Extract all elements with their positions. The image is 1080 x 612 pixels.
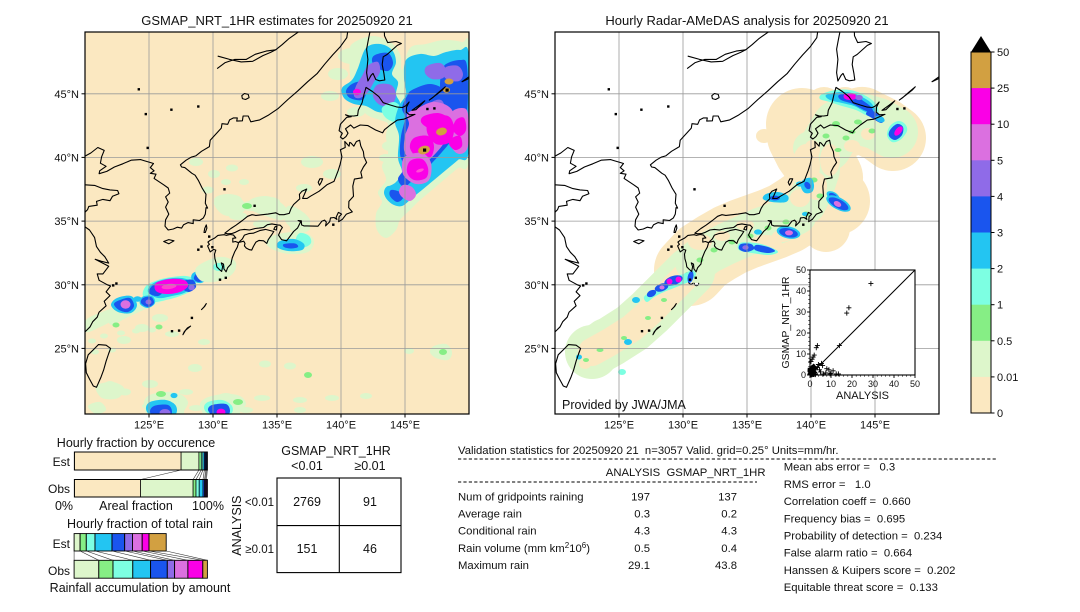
svg-text:91: 91 xyxy=(363,495,377,509)
svg-text:Hourly Radar-AMeDAS analysis f: Hourly Radar-AMeDAS analysis for 2025092… xyxy=(605,13,888,28)
svg-text:Obs: Obs xyxy=(48,564,70,578)
svg-text:Rainfall accumulation by amoun: Rainfall accumulation by amount xyxy=(50,581,231,595)
svg-text:2769: 2769 xyxy=(293,495,321,509)
svg-text:Conditional rain: Conditional rain xyxy=(458,526,537,538)
svg-text:10: 10 xyxy=(997,119,1009,131)
svg-text:40: 40 xyxy=(796,286,806,296)
svg-text:30°N: 30°N xyxy=(54,280,79,292)
svg-text:5: 5 xyxy=(997,155,1003,167)
svg-text:<0.01: <0.01 xyxy=(291,459,323,473)
svg-text:≥0.01: ≥0.01 xyxy=(245,544,274,556)
svg-text:0: 0 xyxy=(997,408,1003,420)
svg-text:Mean abs error = 0.3: Mean abs error = 0.3 xyxy=(784,462,895,474)
svg-text:145°E: 145°E xyxy=(390,420,420,432)
svg-text:0: 0 xyxy=(801,370,806,380)
svg-text:Obs: Obs xyxy=(48,482,70,496)
svg-text:≥0.01: ≥0.01 xyxy=(354,459,385,473)
svg-text:25: 25 xyxy=(997,83,1009,95)
svg-text:30: 30 xyxy=(796,307,806,317)
svg-text:130°E: 130°E xyxy=(668,420,698,432)
svg-text:GSMAP_NRT_1HR estimates for 20: GSMAP_NRT_1HR estimates for 20250920 21 xyxy=(141,13,412,28)
svg-text:100%: 100% xyxy=(192,499,224,513)
svg-text:10: 10 xyxy=(796,349,806,359)
svg-text:0.01: 0.01 xyxy=(997,372,1018,384)
svg-text:Maximum rain: Maximum rain xyxy=(458,560,529,572)
svg-text:130°E: 130°E xyxy=(198,420,228,432)
svg-text:0.2: 0.2 xyxy=(721,509,737,521)
svg-text:135°E: 135°E xyxy=(262,420,292,432)
svg-text:Correlation coeff = 0.660: Correlation coeff = 0.660 xyxy=(784,496,911,508)
svg-text:30: 30 xyxy=(868,379,878,389)
svg-text:GSMAP_NRT_1HR: GSMAP_NRT_1HR xyxy=(780,276,792,368)
svg-text:50: 50 xyxy=(910,379,920,389)
svg-text:125°E: 125°E xyxy=(134,420,164,432)
svg-text:Hanssen & Kuipers score = 0.2: Hanssen & Kuipers score = 0.202 xyxy=(784,565,956,577)
svg-text:<0.01: <0.01 xyxy=(245,497,274,509)
svg-text:140°E: 140°E xyxy=(326,420,356,432)
svg-text:Est: Est xyxy=(53,455,71,469)
svg-text:Frequency bias = 0.695: Frequency bias = 0.695 xyxy=(784,513,906,525)
svg-text:135°E: 135°E xyxy=(732,420,762,432)
svg-text:40: 40 xyxy=(889,379,899,389)
svg-text:140°E: 140°E xyxy=(796,420,826,432)
svg-text:1: 1 xyxy=(997,300,1003,312)
svg-text:137: 137 xyxy=(718,491,737,503)
svg-text:29.1: 29.1 xyxy=(628,560,650,572)
svg-text:0.5: 0.5 xyxy=(634,543,650,555)
svg-text:Num of gridpoints raining: Num of gridpoints raining xyxy=(458,491,584,503)
svg-text:0%: 0% xyxy=(55,499,73,513)
svg-text:3: 3 xyxy=(997,228,1003,240)
svg-text:30°N: 30°N xyxy=(524,280,549,292)
svg-text:Provided by JWA/JMA: Provided by JWA/JMA xyxy=(562,398,687,412)
svg-text:20: 20 xyxy=(796,328,806,338)
svg-text:20: 20 xyxy=(847,379,857,389)
svg-text:4.3: 4.3 xyxy=(634,526,650,538)
svg-text:40°N: 40°N xyxy=(524,152,549,164)
svg-text:ANALYSIS: ANALYSIS xyxy=(836,390,889,402)
svg-text:Equitable threat score = 0.13: Equitable threat score = 0.133 xyxy=(784,582,938,594)
svg-text:145°E: 145°E xyxy=(860,420,890,432)
svg-text:GSMAP_NRT_1HR: GSMAP_NRT_1HR xyxy=(281,444,391,458)
svg-text:0: 0 xyxy=(807,379,812,389)
svg-text:Hourly fraction by occurence: Hourly fraction by occurence xyxy=(57,436,215,450)
svg-text:Hourly fraction of total rain: Hourly fraction of total rain xyxy=(67,517,213,531)
svg-text:Areal fraction: Areal fraction xyxy=(99,499,173,513)
svg-text:50: 50 xyxy=(997,47,1009,59)
svg-text:45°N: 45°N xyxy=(524,89,549,101)
svg-text:0.5: 0.5 xyxy=(997,336,1012,348)
svg-text:46: 46 xyxy=(363,542,377,556)
svg-text:197: 197 xyxy=(631,491,650,503)
svg-text:Rain volume (mm km2106): Rain volume (mm km2106) xyxy=(458,541,590,555)
svg-text:0.3: 0.3 xyxy=(634,509,650,521)
svg-text:Validation statistics for 2025: Validation statistics for 20250920 21 n=… xyxy=(458,445,839,457)
svg-text:Est: Est xyxy=(53,537,71,551)
svg-text:0.4: 0.4 xyxy=(721,543,737,555)
svg-text:45°N: 45°N xyxy=(54,89,79,101)
svg-text:35°N: 35°N xyxy=(524,216,549,228)
svg-text:151: 151 xyxy=(297,542,318,556)
svg-text:Probability of detection = 0.: Probability of detection = 0.234 xyxy=(784,531,943,543)
svg-text:35°N: 35°N xyxy=(54,216,79,228)
svg-text:25°N: 25°N xyxy=(54,343,79,355)
svg-text:125°E: 125°E xyxy=(604,420,634,432)
svg-text:GSMAP_NRT_1HR: GSMAP_NRT_1HR xyxy=(667,467,766,479)
svg-text:RMS error = 1.0: RMS error = 1.0 xyxy=(784,479,871,491)
svg-text:2: 2 xyxy=(997,264,1003,276)
svg-text:25°N: 25°N xyxy=(524,343,549,355)
svg-text:ANALYSIS: ANALYSIS xyxy=(230,495,244,555)
svg-text:4.3: 4.3 xyxy=(721,526,737,538)
svg-text:False alarm ratio = 0.664: False alarm ratio = 0.664 xyxy=(784,548,912,560)
svg-text:50: 50 xyxy=(796,265,806,275)
svg-text:4: 4 xyxy=(997,191,1003,203)
svg-text:10: 10 xyxy=(826,379,836,389)
svg-text:40°N: 40°N xyxy=(54,152,79,164)
svg-text:ANALYSIS: ANALYSIS xyxy=(606,467,661,479)
svg-text:Average rain: Average rain xyxy=(458,509,522,521)
svg-text:43.8: 43.8 xyxy=(715,560,737,572)
